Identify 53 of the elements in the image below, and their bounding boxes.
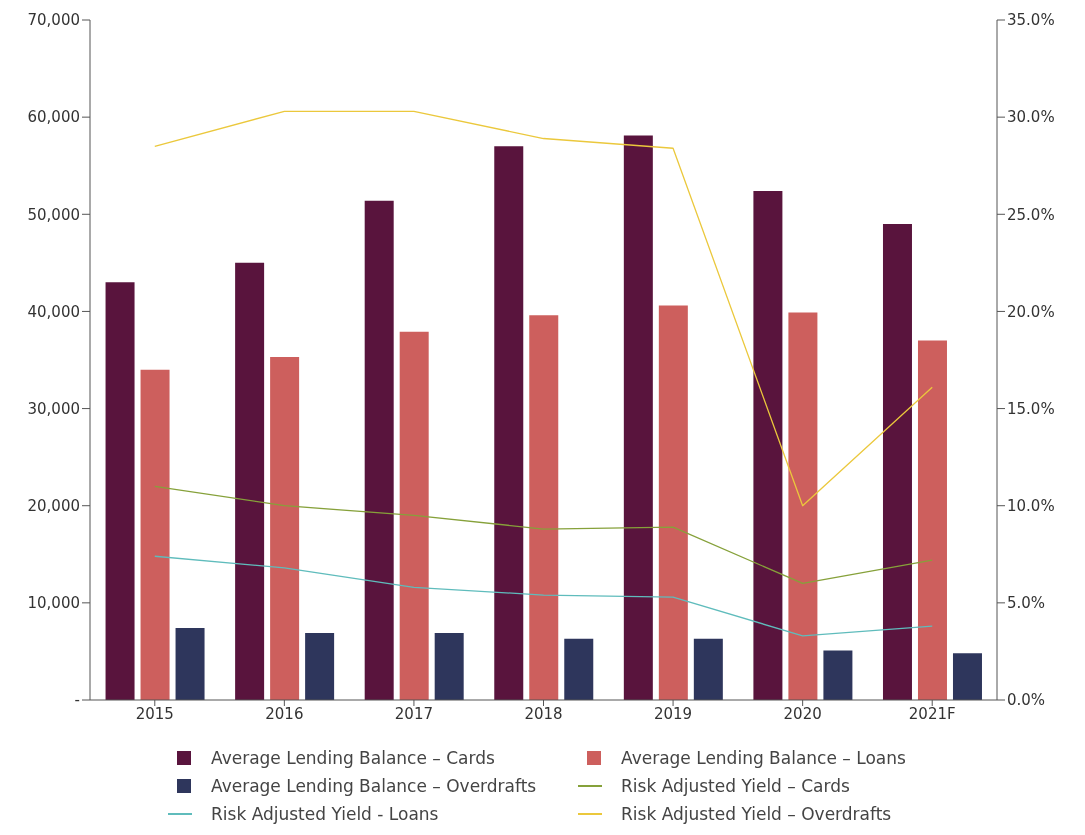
bar xyxy=(788,312,818,700)
bar xyxy=(529,315,559,700)
y-tick-label: 60,000 xyxy=(27,108,80,127)
y2-tick-label: 25.0% xyxy=(1007,205,1055,224)
x-tick-label: 2020 xyxy=(783,704,822,723)
y2-tick-label: 35.0% xyxy=(1007,11,1055,30)
bar xyxy=(235,262,265,700)
legend-label: Risk Adjusted Yield – Overdrafts xyxy=(621,804,892,824)
x-tick-label: 2021F xyxy=(908,704,956,723)
y-tick-label: 50,000 xyxy=(27,205,80,224)
bar xyxy=(693,638,723,700)
bar xyxy=(364,200,394,700)
bar xyxy=(175,628,205,700)
y-tick-label: 20,000 xyxy=(27,497,80,516)
y-tick-label: - xyxy=(74,691,80,710)
y2-tick-label: 0.0% xyxy=(1007,691,1046,710)
bar xyxy=(564,638,594,700)
bar xyxy=(952,653,982,700)
y2-tick-label: 20.0% xyxy=(1007,302,1055,321)
line-series xyxy=(154,555,933,637)
bar xyxy=(823,650,853,700)
legend-label: Risk Adjusted Yield – Cards xyxy=(621,776,850,796)
legend-label: Average Lending Balance – Loans xyxy=(621,748,906,768)
x-tick-label: 2018 xyxy=(524,704,563,723)
x-tick-label: 2016 xyxy=(265,704,304,723)
x-tick-label: 2019 xyxy=(653,704,693,723)
bar xyxy=(140,369,170,700)
bar xyxy=(399,331,429,700)
y2-tick-label: 10.0% xyxy=(1007,497,1055,516)
bar xyxy=(434,632,464,700)
y-tick-label: 40,000 xyxy=(27,302,80,321)
bar xyxy=(494,146,524,700)
bar xyxy=(270,357,300,700)
legend-label: Average Lending Balance – Cards xyxy=(211,748,495,768)
line-series xyxy=(154,485,933,585)
legend-label: Average Lending Balance – Overdrafts xyxy=(211,776,537,796)
y-tick-label: 70,000 xyxy=(27,11,80,30)
bar xyxy=(305,632,335,700)
bar xyxy=(882,224,912,700)
bar xyxy=(917,340,947,700)
x-tick-label: 2017 xyxy=(394,704,434,723)
y2-tick-label: 5.0% xyxy=(1007,594,1046,613)
bar xyxy=(753,190,783,700)
y2-tick-label: 30.0% xyxy=(1007,108,1055,127)
x-tick-label: 2015 xyxy=(135,704,174,723)
bar xyxy=(658,305,688,700)
bar xyxy=(623,135,653,700)
y-tick-label: 30,000 xyxy=(27,399,80,418)
line-series xyxy=(154,110,933,507)
y2-tick-label: 15.0% xyxy=(1007,399,1055,418)
legend-label: Risk Adjusted Yield - Loans xyxy=(211,804,439,824)
bar xyxy=(105,282,135,700)
y-tick-label: 10,000 xyxy=(27,594,80,613)
